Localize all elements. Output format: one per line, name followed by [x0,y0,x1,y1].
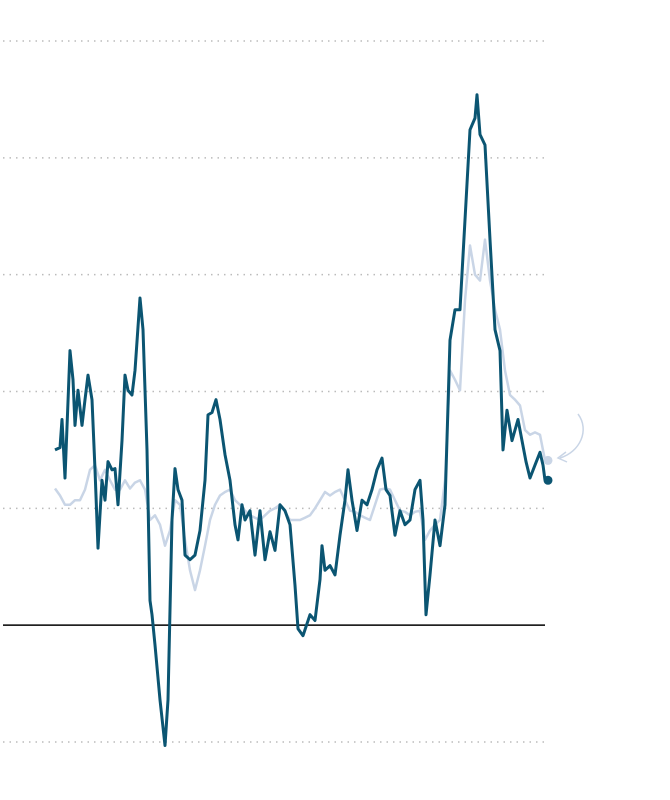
end-marker [543,475,553,485]
series-line [53,238,547,592]
end-marker [543,455,553,465]
series-line [54,93,547,747]
annotation-arrow [559,413,584,459]
annotation-arrowhead [556,451,568,463]
